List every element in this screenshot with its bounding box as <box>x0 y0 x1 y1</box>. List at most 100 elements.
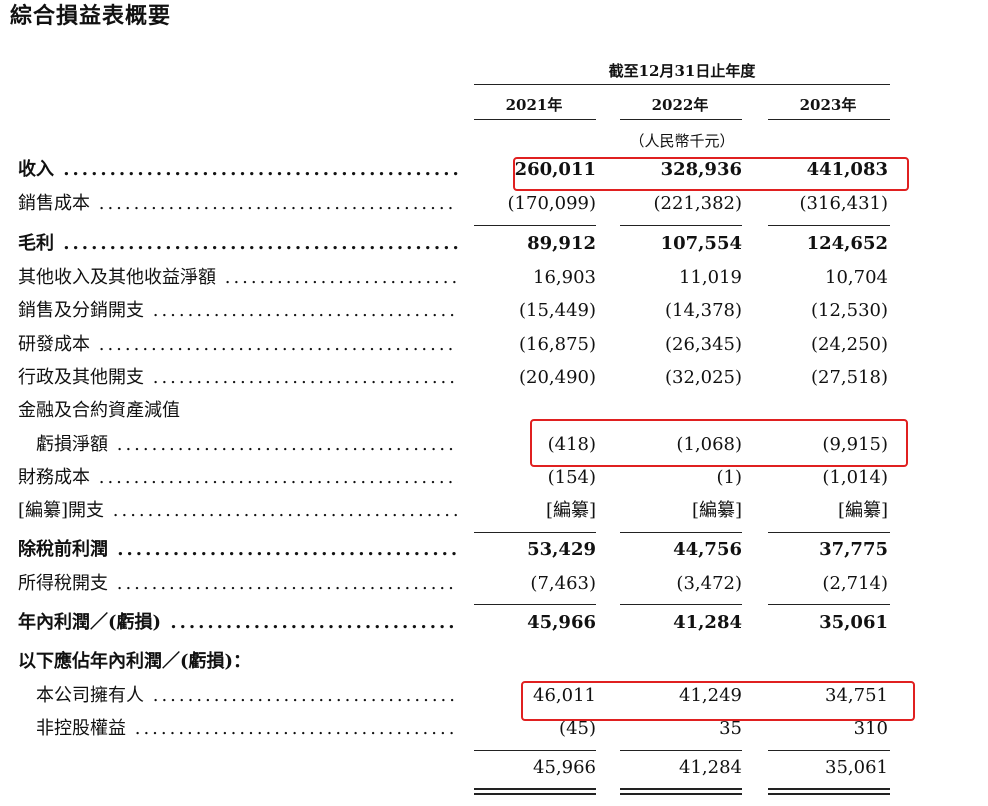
row-value-2021: (16,875) <box>518 334 596 355</box>
row-label-text: 以下應佔年內利潤／(虧損)： <box>18 651 252 672</box>
row-label-text: 銷售及分銷開支 <box>18 300 144 321</box>
table-row: 其他收入及其他收益淨額 ............................… <box>0 262 988 292</box>
row-value-2021: (20,490) <box>518 367 596 388</box>
row-value-2022: 41,249 <box>679 685 742 706</box>
row-value-2022: 44,756 <box>673 539 742 560</box>
row-value-2023: 10,704 <box>825 267 888 288</box>
leader-dots: ........................................… <box>63 159 458 180</box>
double-underline <box>768 793 890 795</box>
row-label: 其他收入及其他收益淨額 ............................… <box>18 266 458 290</box>
table-row: 金融及合約資產減值 <box>0 395 988 425</box>
table-row: 所得稅開支 ..................................… <box>0 568 988 598</box>
row-label-text: 研發成本 <box>18 334 90 355</box>
row-label-text: 毛利 <box>18 233 54 254</box>
row-label: [編纂]開支 .................................… <box>18 499 458 523</box>
row-label-text: 收入 <box>18 159 54 180</box>
leader-dots: ........................................… <box>152 300 458 321</box>
row-label: 年內利潤／(虧損) ..............................… <box>18 611 458 635</box>
period-header: 截至12月31日止年度 <box>608 62 756 80</box>
double-underline <box>768 788 890 790</box>
row-value-2022: 41,284 <box>673 612 742 633</box>
row-value-2022: 328,936 <box>660 159 742 180</box>
row-value-2021: 260,011 <box>514 159 596 180</box>
year-header-2021: 2021年 <box>505 96 563 114</box>
table-row: 45,966 41,284 35,061 <box>0 752 988 782</box>
subtotal-rule <box>474 225 596 226</box>
row-label-text: 年內利潤／(虧損) <box>18 612 162 633</box>
leader-dots: ........................................… <box>63 233 458 254</box>
total-rule <box>620 750 742 751</box>
row-value-2021: 16,903 <box>533 267 596 288</box>
row-label-text: [編纂]開支 <box>18 500 105 521</box>
leader-dots: ........................................… <box>152 367 458 388</box>
row-label-text: 行政及其他開支 <box>18 367 144 388</box>
row-value-2021: (45) <box>559 718 596 739</box>
leader-dots: ........................................… <box>98 193 458 214</box>
subtotal-rule <box>768 532 890 533</box>
subtotal-rule <box>620 532 742 533</box>
leader-dots: ........................................… <box>98 467 458 488</box>
subtotal-rule <box>768 225 890 226</box>
row-label-text: 本公司擁有人 <box>36 685 144 706</box>
statement-title: 綜合損益表概要 <box>10 3 172 29</box>
row-value-2021: [編纂] <box>545 500 596 521</box>
table-row: 非控股權益 ..................................… <box>0 713 988 743</box>
row-value-2022 <box>620 650 742 674</box>
row-value-2022: (1) <box>716 467 743 488</box>
double-underline <box>474 793 596 795</box>
row-value-2023: (2,714) <box>822 573 888 594</box>
row-label-text: 財務成本 <box>18 467 90 488</box>
row-value-2022: [編纂] <box>691 500 742 521</box>
row-value-2023: 441,083 <box>806 159 888 180</box>
row-value-2023: (316,431) <box>799 193 888 214</box>
subtotal-rule <box>474 604 596 605</box>
year-underline <box>768 119 890 120</box>
table-row: 銷售及分銷開支 ................................… <box>0 295 988 325</box>
row-value-2023: (27,518) <box>810 367 888 388</box>
row-value-2022: 107,554 <box>660 233 742 254</box>
leader-dots: ........................................… <box>152 685 458 706</box>
row-label: 毛利 .....................................… <box>18 232 458 256</box>
row-value-2023: 34,751 <box>825 685 888 706</box>
row-value-2021: 45,966 <box>527 612 596 633</box>
row-value-2023: 37,775 <box>819 539 888 560</box>
row-label-text: 銷售成本 <box>18 193 90 214</box>
unit-label: （人民幣千元） <box>629 132 735 150</box>
subtotal-rule <box>620 225 742 226</box>
subtotal-rule <box>620 604 742 605</box>
row-value-2022: 41,284 <box>679 757 742 778</box>
row-value-2023: (9,915) <box>822 434 888 455</box>
row-value-2022: (3,472) <box>676 573 742 594</box>
leader-dots: ........................................… <box>116 434 458 455</box>
row-value-2023 <box>766 650 888 674</box>
row-value-2023: 124,652 <box>806 233 888 254</box>
table-row: 研發成本 ...................................… <box>0 329 988 359</box>
table-row: 年內利潤／(虧損) ..............................… <box>0 607 988 637</box>
row-value-2023: (1,014) <box>822 467 888 488</box>
double-underline <box>620 793 742 795</box>
row-value-2023: 310 <box>853 718 888 739</box>
total-rule <box>474 750 596 751</box>
year-header-2022: 2022年 <box>651 96 709 114</box>
row-label: 財務成本 ...................................… <box>18 466 458 490</box>
total-rule <box>768 750 890 751</box>
row-label: 非控股權益 ..................................… <box>36 717 458 741</box>
row-label: 研發成本 ...................................… <box>18 333 458 357</box>
row-value-2022: (221,382) <box>653 193 742 214</box>
table-row: [編纂]開支 .................................… <box>0 495 988 525</box>
row-value-2023: (24,250) <box>810 334 888 355</box>
leader-dots: ........................................… <box>224 267 458 288</box>
row-value-2021: (7,463) <box>530 573 596 594</box>
row-label: 收入 .....................................… <box>18 158 458 182</box>
row-value-2023: 35,061 <box>819 612 888 633</box>
row-label: 行政及其他開支 ................................… <box>18 366 458 390</box>
leader-dots: ........................................… <box>112 500 458 521</box>
table-row: 本公司擁有人 .................................… <box>0 680 988 710</box>
row-label: 本公司擁有人 .................................… <box>36 684 458 708</box>
period-underline <box>474 84 890 85</box>
highlight-box-owners <box>521 681 915 721</box>
row-label: 銷售及分銷開支 ................................… <box>18 299 458 323</box>
leader-dots: ........................................… <box>117 539 458 560</box>
row-value-2021: (15,449) <box>518 300 596 321</box>
row-value-2021 <box>474 650 596 674</box>
